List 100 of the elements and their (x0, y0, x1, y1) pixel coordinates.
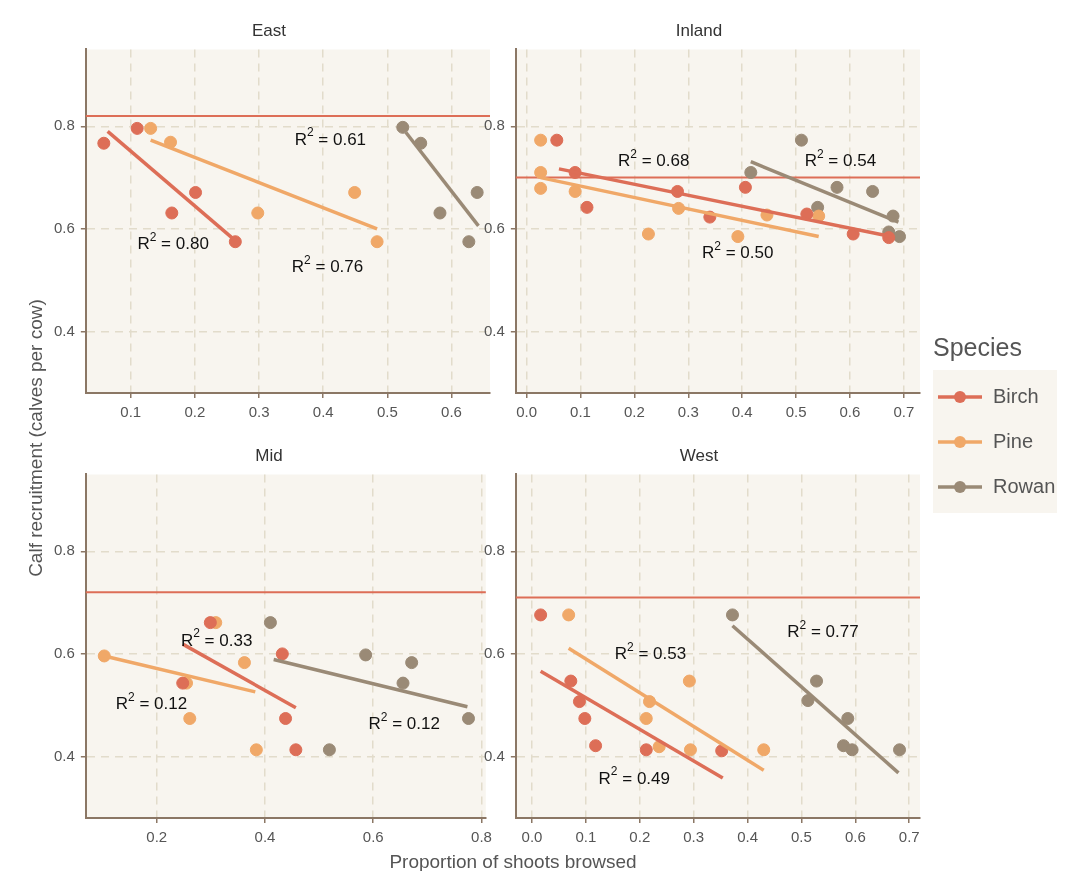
point (405, 656, 419, 670)
x-tick-label: 0.6 (362, 828, 384, 846)
point (249, 743, 263, 757)
point (589, 739, 603, 753)
y-tick-label: 0.4 (483, 746, 505, 764)
point (738, 180, 752, 194)
point (189, 185, 203, 199)
point (893, 230, 907, 244)
point (251, 206, 265, 220)
point (462, 235, 476, 249)
x-tick-label: 0.6 (441, 403, 462, 421)
y-tick-label: 0.6 (483, 644, 505, 662)
x-tick-label: 0.5 (785, 403, 807, 421)
x-tick-label: 0.2 (184, 403, 206, 421)
legend-label: Birch (993, 385, 1039, 408)
x-tick-label: 0.6 (839, 403, 861, 421)
point (564, 674, 578, 688)
x-tick-label: 0.5 (376, 403, 398, 421)
chart-title: East (251, 20, 287, 40)
point (279, 712, 293, 726)
x-tick-label: 0.5 (791, 828, 812, 846)
point (203, 616, 217, 630)
point (744, 165, 758, 179)
y-tick-label: 0.6 (53, 219, 75, 237)
point (682, 674, 696, 688)
x-tick-label: 0.0 (516, 403, 538, 421)
point (572, 695, 586, 709)
x-tick-label: 0.4 (312, 403, 334, 421)
point (176, 676, 190, 690)
point (97, 136, 111, 150)
x-tick-label: 0.0 (521, 828, 543, 846)
y-tick-label: 0.4 (53, 746, 75, 764)
y-tick-label: 0.8 (483, 541, 505, 559)
point (893, 743, 907, 757)
point (534, 165, 548, 179)
x-tick-label: 0.1 (575, 828, 597, 846)
chart-title: Mid (255, 445, 283, 465)
point (641, 227, 655, 241)
y-axis-title: Calf recruitment (calves per cow) (24, 298, 47, 579)
point (801, 694, 815, 708)
x-tick-label: 0.6 (844, 828, 866, 846)
y-tick-label: 0.4 (53, 321, 75, 339)
y-tick-label: 0.8 (53, 116, 75, 134)
point (794, 133, 808, 147)
x-tick-label: 0.7 (898, 828, 920, 846)
legend-title: Species (933, 333, 1023, 362)
point (275, 647, 289, 661)
point (731, 230, 745, 244)
x-tick-label: 0.2 (629, 828, 651, 846)
point (866, 184, 880, 198)
point (144, 121, 158, 135)
x-tick-label: 0.4 (731, 403, 753, 421)
y-tick-label: 0.6 (53, 644, 75, 662)
point (757, 743, 771, 757)
point (683, 743, 697, 757)
point (580, 200, 594, 214)
point (568, 184, 582, 198)
point (470, 185, 484, 199)
x-tick-label: 0.1 (570, 403, 591, 421)
point (845, 743, 859, 757)
point (534, 181, 548, 195)
point (348, 185, 362, 199)
y-tick-label: 0.4 (483, 321, 505, 339)
point (396, 676, 410, 690)
point (370, 235, 384, 249)
point (534, 608, 548, 622)
chart-title: Inland (675, 20, 723, 40)
x-tick-label: 0.7 (893, 403, 915, 421)
legend-label: Pine (993, 430, 1034, 453)
point (359, 648, 373, 662)
point (841, 712, 855, 726)
point (183, 712, 197, 726)
point (263, 616, 277, 630)
point (725, 608, 739, 622)
point (433, 206, 447, 220)
chart-title: West (679, 445, 719, 465)
point (396, 120, 410, 134)
point (462, 712, 475, 726)
x-tick-label: 0.4 (737, 828, 758, 846)
point (639, 712, 653, 726)
x-tick-label: 0.3 (248, 403, 270, 421)
x-tick-label: 0.1 (120, 403, 142, 421)
point (165, 206, 179, 220)
point (289, 743, 303, 757)
x-tick-label: 0.8 (471, 828, 492, 846)
y-tick-label: 0.6 (483, 219, 505, 237)
x-tick-label: 0.3 (683, 828, 705, 846)
point (322, 743, 336, 757)
x-tick-label: 0.3 (677, 403, 699, 421)
legend-label: Rowan (993, 475, 1056, 498)
y-tick-label: 0.8 (53, 541, 75, 559)
y-tick-label: 0.8 (483, 116, 505, 134)
x-tick-label: 0.4 (254, 828, 276, 846)
point (237, 656, 251, 670)
point (830, 180, 844, 194)
point (639, 743, 653, 757)
point (550, 133, 564, 147)
x-tick-label: 0.2 (623, 403, 645, 421)
point (578, 712, 592, 726)
point (562, 608, 576, 622)
